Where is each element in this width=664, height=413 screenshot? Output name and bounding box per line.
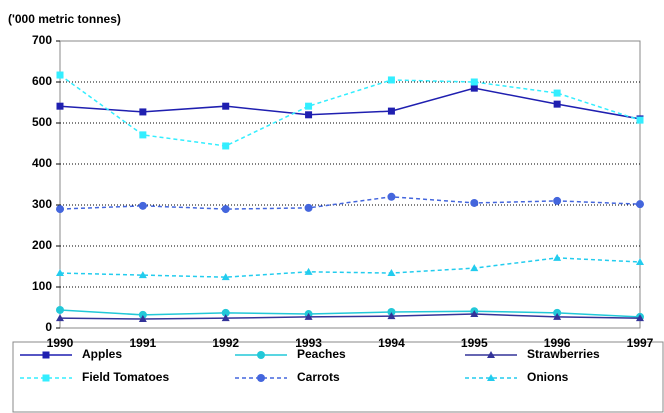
marker: [636, 200, 644, 209]
legend-label: Apples: [82, 347, 122, 361]
x-tick-label: 1996: [544, 336, 571, 350]
series-line: [59, 196, 641, 210]
marker: [138, 314, 147, 322]
series-line: [59, 87, 641, 120]
marker: [470, 84, 478, 92]
x-tick-label: 1992: [212, 336, 239, 350]
marker: [222, 142, 230, 150]
marker: [56, 205, 64, 214]
marker: [636, 314, 644, 322]
y-axis-title: ('000 metric tonnes): [8, 12, 121, 26]
y-tick-label: 600: [32, 74, 52, 88]
marker: [470, 78, 478, 86]
marker: [304, 267, 313, 275]
marker: [553, 312, 562, 320]
marker: [221, 314, 230, 322]
marker: [221, 273, 230, 281]
y-tick-label: 0: [45, 320, 52, 334]
marker: [305, 111, 313, 119]
plot-frame: [59, 40, 641, 329]
marker: [553, 196, 562, 205]
marker: [56, 269, 64, 277]
y-tick-label: 700: [32, 33, 52, 47]
x-tick-label: 1995: [461, 336, 488, 350]
marker: [553, 100, 561, 108]
legend-label: Carrots: [297, 370, 340, 384]
x-tick-label: 1994: [378, 336, 405, 350]
x-tick-label: 1993: [295, 336, 322, 350]
legend-label: Peaches: [297, 347, 346, 361]
marker: [139, 108, 147, 116]
marker: [470, 198, 479, 207]
legend-label: Onions: [527, 370, 569, 384]
marker: [138, 201, 147, 210]
marker: [138, 271, 147, 279]
marker: [222, 102, 230, 110]
marker: [56, 102, 64, 110]
marker: [387, 192, 396, 201]
series-line: [59, 257, 641, 278]
marker: [305, 102, 313, 110]
legend-marker: [42, 351, 50, 359]
marker: [553, 308, 562, 317]
marker: [56, 71, 64, 79]
x-tick-label: 1991: [130, 336, 157, 350]
marker: [470, 310, 479, 318]
marker: [304, 312, 313, 320]
marker: [470, 264, 479, 272]
series-line: [59, 313, 641, 320]
legend-box: [12, 341, 664, 413]
x-tick-label: 1990: [47, 336, 74, 350]
series-line: [59, 74, 641, 147]
marker: [56, 314, 64, 322]
legend-label: Field Tomatoes: [82, 370, 169, 384]
marker: [304, 203, 313, 212]
y-tick-label: 500: [32, 115, 52, 129]
marker: [387, 269, 396, 277]
marker: [387, 107, 395, 115]
legend-marker: [487, 374, 495, 381]
y-tick-label: 300: [32, 197, 52, 211]
legend-label: Strawberries: [527, 347, 600, 361]
marker: [636, 116, 644, 124]
y-tick-label: 200: [32, 238, 52, 252]
marker: [553, 89, 561, 97]
legend-marker: [487, 351, 495, 358]
series-line: [59, 309, 641, 318]
marker: [138, 310, 147, 319]
x-tick-label: 1997: [627, 336, 654, 350]
marker: [387, 76, 395, 84]
legend-marker: [257, 351, 265, 359]
marker: [139, 131, 147, 139]
marker: [553, 253, 562, 261]
y-tick-label: 400: [32, 156, 52, 170]
marker: [387, 312, 396, 320]
legend-marker: [257, 374, 265, 382]
marker: [636, 257, 644, 265]
marker: [387, 308, 396, 317]
y-tick-label: 100: [32, 279, 52, 293]
legend-marker: [42, 374, 50, 382]
marker: [221, 308, 230, 317]
marker: [56, 305, 64, 314]
marker: [221, 205, 230, 214]
